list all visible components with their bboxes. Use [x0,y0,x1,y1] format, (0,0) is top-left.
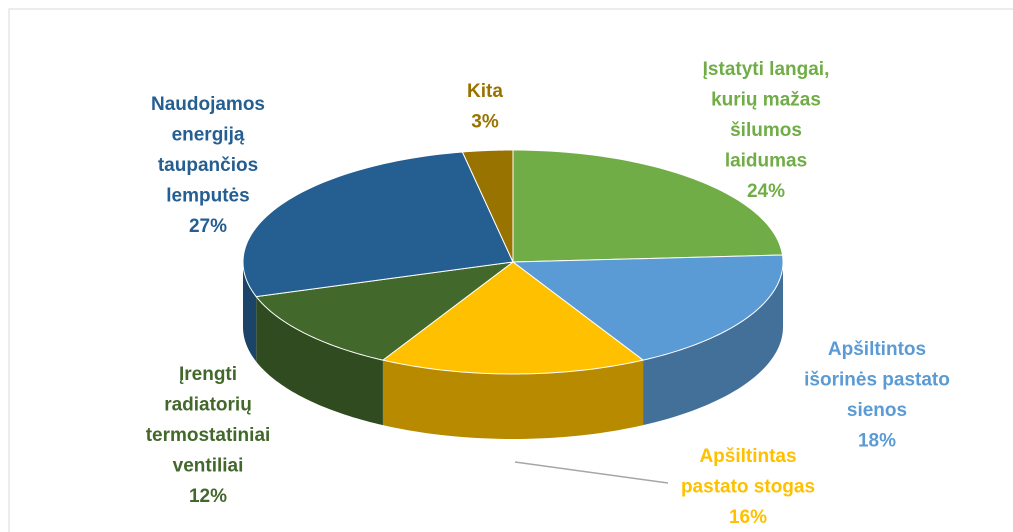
slice [242,151,514,298]
category-label: Naudojamos energiją taupančios lemputės [151,94,265,207]
category-label: Įstatyti langai, kurių mažas šilumos laidum… [703,59,830,172]
value-label: 12% [189,486,227,507]
category-label: Apšiltintos išorinės pastato sienos [804,339,950,421]
slice [461,149,514,263]
slice [511,254,784,361]
category-label: Apšiltintas pastato stogas [681,446,815,498]
slice [512,149,784,263]
category-label: Įrengti radiatorių termostatiniai ventiliai [146,364,271,477]
value-label: 18% [858,431,896,452]
slice [255,261,515,361]
slice-side [243,262,257,362]
leader-line [514,461,669,484]
value-label: 16% [729,507,767,528]
category-label: Kita [467,81,503,102]
slice-side [382,360,644,439]
slice [381,261,645,375]
slice-side [256,296,383,426]
value-label: 27% [189,216,227,237]
slice-side [643,262,783,426]
value-label: 24% [747,181,785,202]
value-label: 3% [471,112,499,133]
